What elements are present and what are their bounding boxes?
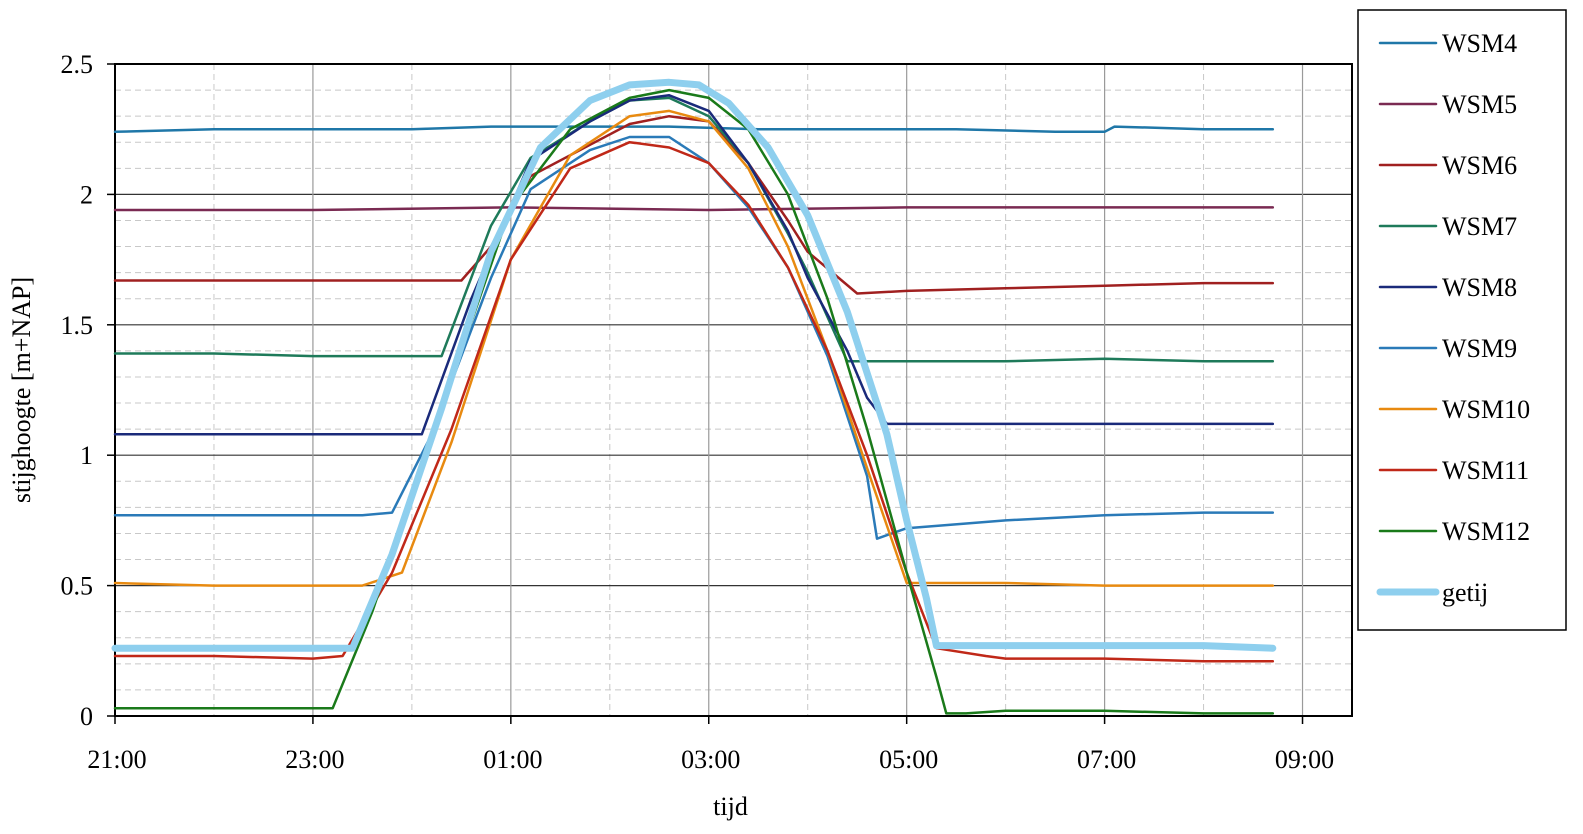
series-line-wsm8 [113,94,1275,436]
x-tick-label: 07:00 [1077,745,1136,774]
series-line-wsm10 [113,109,1275,587]
legend-label: WSM12 [1442,517,1530,546]
legend-label: WSM8 [1442,273,1517,302]
y-tick-label: 2 [80,180,93,209]
series-line-wsm6 [113,114,1275,295]
y-tick-label: 1 [80,441,93,470]
x-tick-label: 09:00 [1275,745,1334,774]
series-line-wsm12 [113,88,1275,715]
series-line-wsm7 [113,96,1275,363]
chart-gridlines [114,63,1352,717]
x-axis-tick-labels: 21:00 23:00 01:00 03:00 05:00 07:00 09:00 [87,716,1334,774]
legend-label: WSM9 [1442,334,1517,363]
y-axis-tick-labels: 0 0.5 1 1.5 2 2.5 [61,50,115,731]
plot-area-border [114,63,1353,717]
series-line-wsm9 [113,135,1275,540]
y-axis-title: stijghoogte [m+NAP] [7,277,36,503]
y-tick-label: 0.5 [61,572,94,601]
legend-label: WSM5 [1442,90,1517,119]
series-line-wsm5 [113,206,1275,212]
legend-box [1357,9,1567,631]
y-tick-label: 1.5 [61,311,94,340]
chart-series-layer [111,78,1277,715]
chart-legend: WSM4 WSM5 WSM6 WSM7 WSM8 WSM9 WSM10 WSM11 WSM12 g… [1357,9,1567,631]
legend-label: WSM4 [1442,29,1517,58]
legend-label: getij [1442,578,1488,607]
legend-label: WSM7 [1442,212,1517,241]
x-tick-label: 21:00 [87,745,146,774]
x-tick-label: 23:00 [285,745,344,774]
legend-label: WSM11 [1442,456,1529,485]
x-tick-label: 01:00 [483,745,542,774]
x-tick-label: 03:00 [681,745,740,774]
legend-label: WSM10 [1442,395,1530,424]
y-tick-label: 2.5 [61,50,94,79]
x-axis-title: tijd [713,792,748,821]
x-tick-label: 05:00 [879,745,938,774]
legend-label: WSM6 [1442,151,1517,180]
y-tick-label: 0 [80,702,93,731]
series-line-wsm4 [113,125,1275,134]
series-line-getij [111,78,1277,652]
